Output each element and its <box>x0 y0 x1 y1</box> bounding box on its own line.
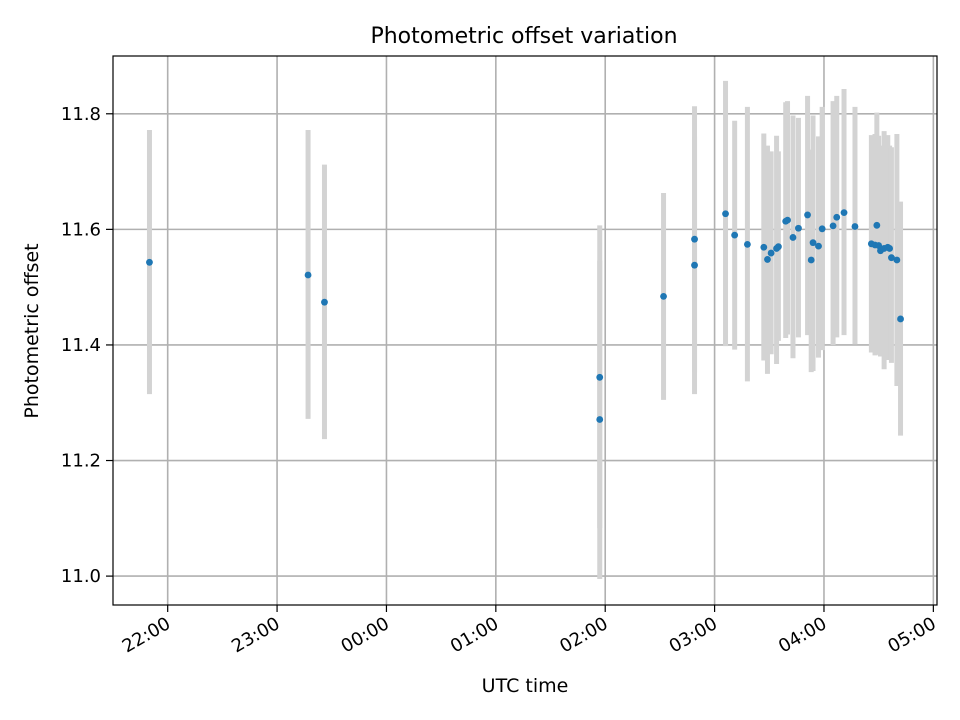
x-tick-label: 23:00 <box>228 613 283 657</box>
data-point <box>764 256 771 263</box>
data-point <box>893 256 901 264</box>
y-axis: 11.0 11.2 11.4 11.6 11.8 <box>61 104 113 587</box>
data-points <box>146 209 904 423</box>
data-point <box>774 243 782 251</box>
data-point <box>840 209 848 217</box>
data-point <box>818 225 826 233</box>
data-point <box>807 256 815 264</box>
y-tick-label: 11.2 <box>61 451 101 472</box>
data-point <box>795 224 802 232</box>
chart-title: Photometric offset variation <box>370 24 677 49</box>
data-point <box>784 216 791 224</box>
data-point <box>873 221 881 229</box>
y-tick-label: 11.8 <box>61 104 101 125</box>
x-tick-label: 03:00 <box>666 613 721 657</box>
plot-area-frame <box>112 55 938 606</box>
data-point <box>829 222 837 230</box>
data-point <box>146 258 153 266</box>
data-point <box>789 234 797 241</box>
data-point <box>731 231 739 239</box>
data-point <box>660 293 667 300</box>
data-point <box>304 271 312 279</box>
data-point <box>897 315 904 323</box>
x-tick-label: 00:00 <box>338 613 393 657</box>
x-tick-label: 02:00 <box>556 613 611 657</box>
data-point <box>888 254 895 262</box>
data-point <box>691 261 698 269</box>
data-point <box>767 249 775 257</box>
data-point <box>760 243 768 251</box>
x-axis-label: UTC time <box>482 675 569 697</box>
grid-lines <box>113 56 937 605</box>
data-point <box>722 210 729 218</box>
y-axis-label: Photometric offset <box>21 243 43 418</box>
data-point <box>886 245 894 252</box>
data-point <box>744 240 751 248</box>
y-tick-label: 11.4 <box>61 335 101 356</box>
x-tick-label: 01:00 <box>447 613 502 657</box>
error-bars <box>146 80 904 579</box>
y-tick-label: 11.0 <box>61 566 101 587</box>
data-point <box>596 416 604 423</box>
data-point <box>851 223 859 230</box>
data-point <box>809 239 817 247</box>
data-point <box>691 235 698 243</box>
x-axis: 22:00 23:00 00:00 01:00 02:00 03:00 04:00 05:00 <box>119 605 940 657</box>
data-point <box>321 298 328 306</box>
data-point <box>833 213 841 221</box>
data-point <box>875 242 883 249</box>
y-tick-label: 11.6 <box>61 219 101 240</box>
x-tick-label: 22:00 <box>119 613 174 657</box>
data-point <box>804 211 811 219</box>
data-point <box>815 242 822 250</box>
data-point <box>596 373 604 381</box>
x-tick-label: 04:00 <box>775 613 830 657</box>
x-tick-label: 05:00 <box>884 613 939 657</box>
